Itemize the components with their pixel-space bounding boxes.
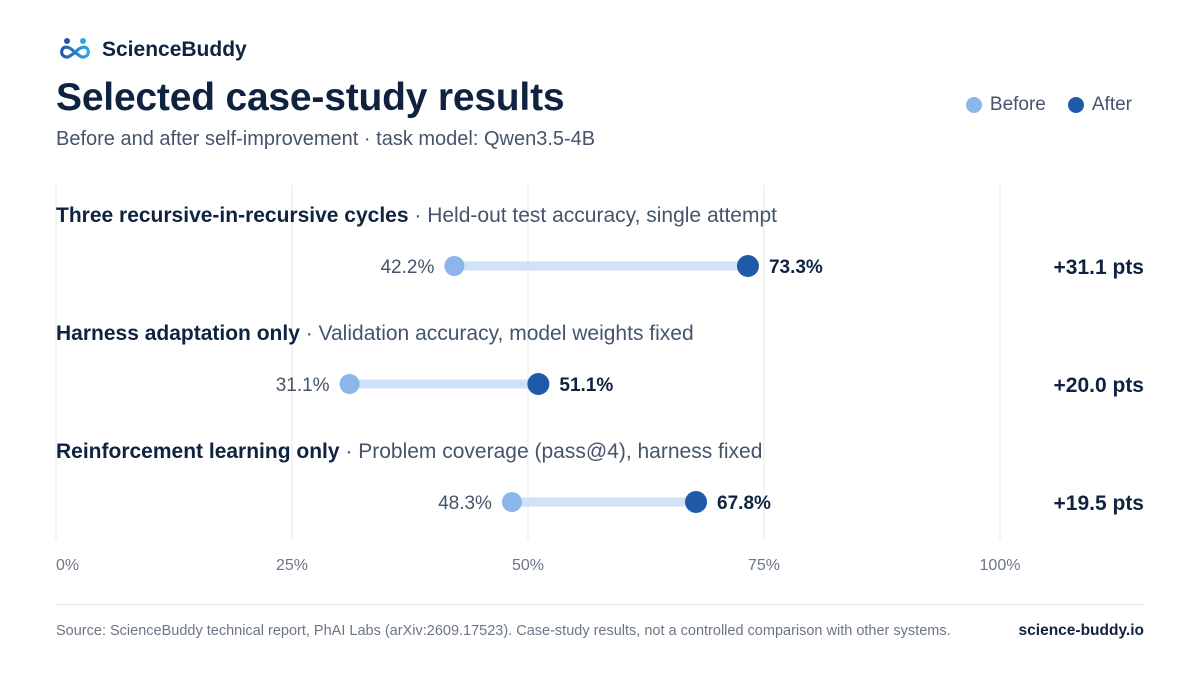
row-heading: Three recursive-in-recursive cycles · He…: [56, 204, 777, 227]
row-name: Three recursive-in-recursive cycles: [56, 204, 409, 227]
before-value-label: 42.2%: [380, 257, 434, 278]
page-subtitle: Before and after self-improvement · task…: [56, 128, 596, 150]
after-value-label: 73.3%: [769, 257, 823, 278]
legend-after-dot: [1067, 97, 1084, 113]
source-note: Source: ScienceBuddy technical report, P…: [56, 623, 951, 639]
delta-label: +20.0 pts: [1054, 374, 1144, 397]
legend-before-label: Before: [989, 94, 1046, 115]
row-name: Harness adaptation only: [56, 322, 300, 345]
row-name: Reinforcement learning only: [56, 440, 340, 463]
site-link[interactable]: science-buddy.io: [1018, 622, 1144, 639]
legend-item-after: After: [1067, 94, 1132, 116]
row-description: · Held-out test accuracy, single attempt: [409, 204, 778, 227]
row-description: · Problem coverage (pass@4), harness fix…: [340, 440, 763, 463]
brand-name: ScienceBuddy: [102, 38, 247, 61]
brand: ScienceBuddy: [56, 37, 247, 63]
page-title: Selected case-study results: [56, 76, 565, 119]
row-heading: Reinforcement learning only · Problem co…: [56, 440, 762, 463]
infinity-people-icon: [60, 38, 90, 59]
before-value-label: 48.3%: [438, 493, 492, 514]
x-tick-label: 25%: [276, 557, 308, 574]
after-point: [736, 255, 759, 277]
after-point: [685, 491, 708, 513]
footer-divider: [56, 604, 1144, 605]
legend: Before After: [965, 94, 1132, 116]
before-point: [444, 256, 465, 276]
legend-before-dot: [965, 97, 982, 113]
dumbbell-chart: 0% 25% 50% 75% 100% Three recursive-in-recurs…: [55, 185, 1144, 574]
x-tick-label: 0%: [56, 557, 79, 574]
after-value-label: 67.8%: [717, 493, 771, 514]
x-tick-label: 50%: [512, 557, 544, 574]
legend-item-before: Before: [965, 94, 1046, 116]
before-point: [501, 492, 522, 512]
before-value-label: 31.1%: [276, 375, 330, 396]
legend-after-label: After: [1091, 94, 1132, 115]
after-value-label: 51.1%: [559, 375, 613, 396]
x-tick-label: 100%: [980, 557, 1021, 574]
delta-label: +31.1 pts: [1054, 256, 1144, 279]
x-tick-label: 75%: [748, 557, 780, 574]
delta-label: +19.5 pts: [1054, 492, 1144, 515]
row-description: · Validation accuracy, model weights fix…: [300, 322, 694, 345]
before-point: [339, 374, 360, 394]
after-point: [527, 373, 550, 395]
row-heading: Harness adaptation only · Validation acc…: [56, 322, 694, 345]
